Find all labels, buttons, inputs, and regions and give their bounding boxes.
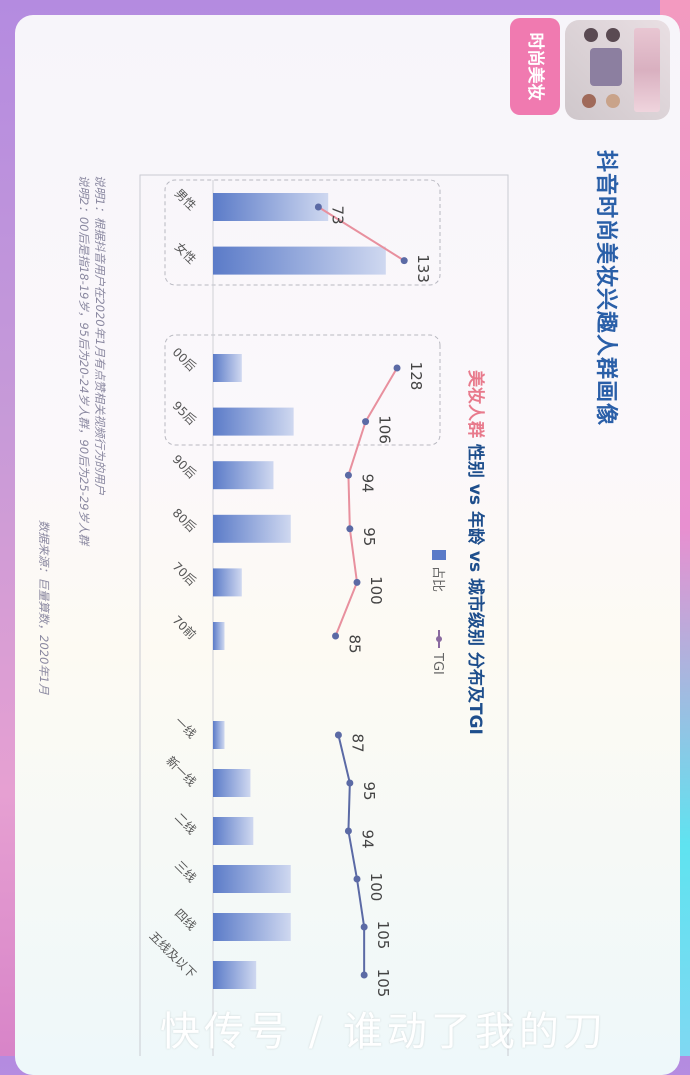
category-label: 70后 [170,559,199,588]
watermark: 快传号 / 谁动了我的刀 [160,1009,607,1055]
chart-frame [139,174,509,1056]
category-label: 80后 [170,506,199,535]
bar-age [213,407,294,436]
tgi-point [346,779,354,787]
tgi-value-label: 106 [376,415,394,444]
note-2: 说明2：00后是指18-19岁，95后为20-24岁人群，90后为25-29岁人… [77,175,91,545]
category-label: 95后 [170,399,199,428]
tgi-value-label: 128 [407,362,425,391]
tgi-point [400,257,408,265]
legend-line-dot [436,636,442,642]
tgi-point [334,731,342,739]
bar-city [213,769,251,797]
bar-city [213,865,291,893]
category-label: 三线 [172,858,199,885]
tgi-value-label: 100 [367,873,385,902]
bar-city [213,961,257,989]
category-label: 00后 [170,345,199,374]
category-label: 男性 [172,186,199,213]
bar-city [212,721,225,749]
tgi-point [314,203,322,211]
tgi-point [353,578,361,586]
category-label: 四线 [172,906,199,933]
legend-bar-swatch [432,550,446,560]
category-label: 90后 [170,452,199,481]
tgi-point [332,632,340,640]
tgi-point [353,875,361,883]
legend-tgi-label: TGI [430,652,445,675]
tgi-value-label: 73 [328,205,346,224]
tgi-value-label: 100 [367,576,385,605]
legend-share-label: 占比 [430,566,445,592]
bar-age [212,354,242,382]
tgi-value-label: 133 [414,254,432,283]
bar-gender [212,246,386,275]
tgi-line-gender [317,206,405,262]
category-label: 五线及以下 [146,929,198,981]
tgi-point [360,971,368,979]
data-source: 数据来源：巨量算数，2020年1月 [37,520,51,695]
category-label: 二线 [172,810,199,837]
tgi-value-label: 85 [346,634,364,653]
tgi-line-city [337,734,366,975]
tgi-point [344,827,352,835]
bar-city [213,817,254,845]
bar-age [213,461,274,490]
highlight-box-gender [164,179,441,286]
bar-age [213,514,291,543]
note-1: 说明1：根据抖音用户在2020年1月有点赞相关视频行为的用户 [93,175,107,495]
bar-age [212,622,225,650]
category-label: 女性 [172,239,200,267]
tgi-point [393,364,401,372]
tgi-value-label: 94 [358,829,376,848]
bar-gender [213,193,329,221]
tgi-value-label: 87 [348,733,366,752]
tgi-point [362,418,370,426]
bar-age [212,568,242,597]
tgi-point [346,525,354,533]
tgi-point [344,471,352,479]
category-label: 一线 [172,714,199,741]
legend: 占比 TGI [430,550,446,675]
tgi-value-label: 94 [358,474,376,493]
category-label: 新一线 [163,753,199,789]
category-label: 70前 [170,612,200,642]
tgi-value-label: 105 [374,921,392,950]
tgi-point [360,923,368,931]
tgi-value-label: 95 [360,527,378,546]
tgi-value-label: 95 [360,781,378,800]
highlight-box-young [164,334,441,446]
bar-city [213,913,291,941]
tgi-value-label: 105 [374,969,392,998]
tgi-line-age [334,367,398,637]
